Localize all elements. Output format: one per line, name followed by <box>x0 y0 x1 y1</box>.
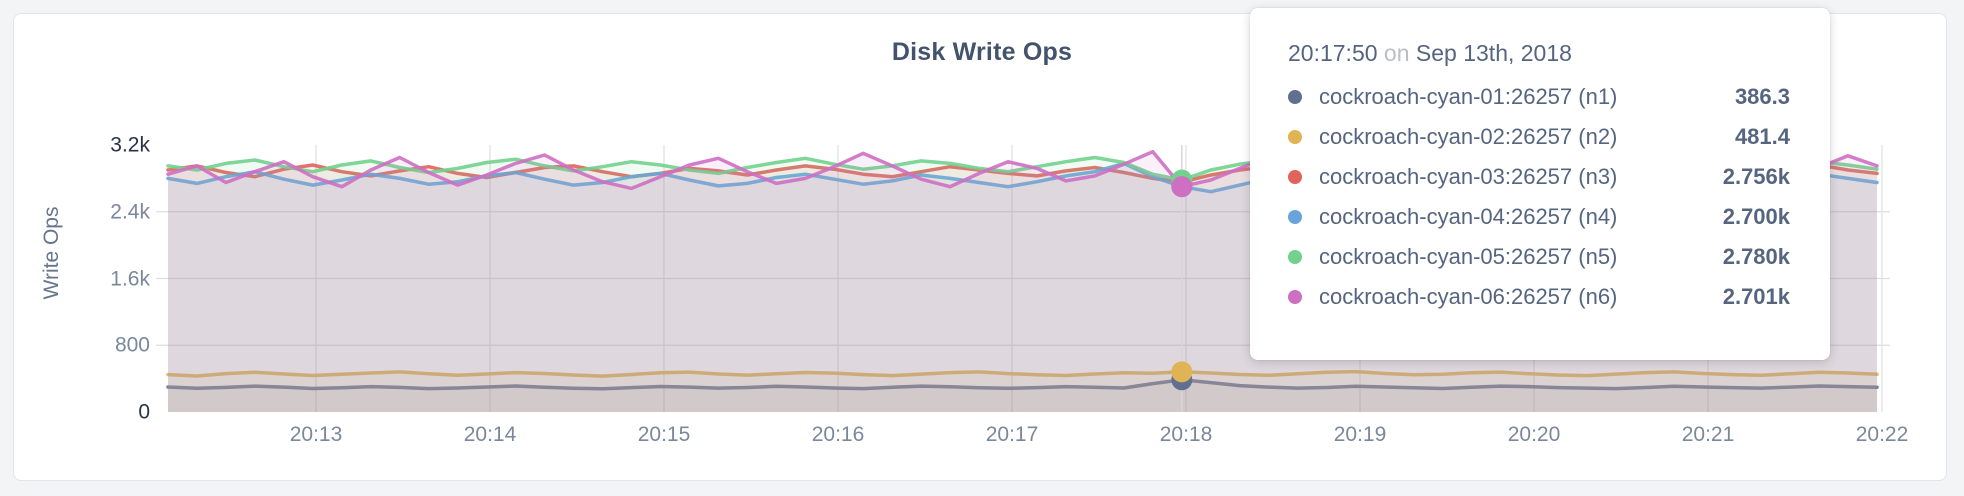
y-tick-label: 3.2k <box>110 133 150 157</box>
tooltip-series-name: cockroach-cyan-02:26257 (n2) <box>1319 124 1618 149</box>
tooltip-series-value: 2.701k <box>1722 284 1790 309</box>
x-tick-label: 20:19 <box>1333 423 1387 446</box>
y-tick-label: 0 <box>138 400 150 424</box>
y-tick-label: 2.4k <box>110 200 150 224</box>
series-color-dot-icon <box>1288 250 1302 264</box>
series-area-n1 <box>168 379 1877 412</box>
series-color-dot-icon <box>1288 130 1302 144</box>
series-line-n2[interactable] <box>166 369 1879 378</box>
series-color-dot-icon <box>1288 290 1302 304</box>
tooltip-date: Sep 13th, 2018 <box>1415 40 1572 66</box>
tooltip-series-value: 386.3 <box>1734 84 1790 109</box>
tooltip-series-value: 2.780k <box>1722 244 1790 269</box>
hover-tooltip: 20:17:50 on Sep 13th, 2018 cockroach-cya… <box>1250 8 1830 360</box>
y-tick-label: 800 <box>114 333 150 357</box>
tooltip-series-row: cockroach-cyan-02:26257 (n2) 481.4 <box>1288 117 1790 157</box>
x-tick-label: 20:13 <box>289 423 343 446</box>
tooltip-series-row: cockroach-cyan-05:26257 (n5) 2.780k <box>1288 237 1790 277</box>
x-tick-label: 20:17 <box>985 423 1039 446</box>
chart-title: Disk Write Ops <box>891 38 1073 66</box>
series-color-dot-icon <box>1288 210 1302 224</box>
tooltip-series-row: cockroach-cyan-01:26257 (n1) 386.3 <box>1288 77 1790 117</box>
tooltip-time: 20:17:50 <box>1288 40 1378 66</box>
tooltip-header: 20:17:50 on Sep 13th, 2018 <box>1288 40 1790 67</box>
x-tick-label: 20:15 <box>637 423 691 446</box>
x-tick-label: 20:16 <box>811 423 865 446</box>
x-tick-label: 20:14 <box>463 423 517 446</box>
series-line-n1[interactable] <box>166 378 1879 391</box>
tooltip-series-value: 2.700k <box>1722 204 1790 229</box>
tooltip-series-name: cockroach-cyan-06:26257 (n6) <box>1319 284 1618 309</box>
tooltip-series-row: cockroach-cyan-03:26257 (n3) 2.756k <box>1288 157 1790 197</box>
x-tick-label: 20:22 <box>1855 423 1909 446</box>
tooltip-rows: cockroach-cyan-01:26257 (n1) 386.3 cockroa… <box>1288 77 1790 317</box>
x-tick-label: 20:18 <box>1159 423 1213 446</box>
x-tick-label: 20:20 <box>1507 423 1561 446</box>
tooltip-series-name: cockroach-cyan-01:26257 (n1) <box>1319 84 1618 109</box>
hover-dot-n2[interactable] <box>1171 361 1193 383</box>
tooltip-series-row: cockroach-cyan-06:26257 (n6) 2.701k <box>1288 277 1790 317</box>
series-color-dot-icon <box>1288 170 1302 184</box>
tooltip-series-value: 2.756k <box>1722 164 1790 189</box>
hover-dot-n6[interactable] <box>1171 176 1193 198</box>
series-area-n2 <box>168 371 1877 412</box>
tooltip-series-name: cockroach-cyan-03:26257 (n3) <box>1319 164 1618 189</box>
y-tick-label: 1.6k <box>110 267 150 290</box>
tooltip-on-word: on <box>1383 40 1410 66</box>
tooltip-series-name: cockroach-cyan-04:26257 (n4) <box>1319 204 1618 229</box>
x-tick-label: 20:21 <box>1681 423 1735 446</box>
series-color-dot-icon <box>1288 90 1302 104</box>
tooltip-series-row: cockroach-cyan-04:26257 (n4) 2.700k <box>1288 197 1790 237</box>
tooltip-series-value: 481.4 <box>1734 124 1790 149</box>
tooltip-series-name: cockroach-cyan-05:26257 (n5) <box>1319 244 1618 269</box>
